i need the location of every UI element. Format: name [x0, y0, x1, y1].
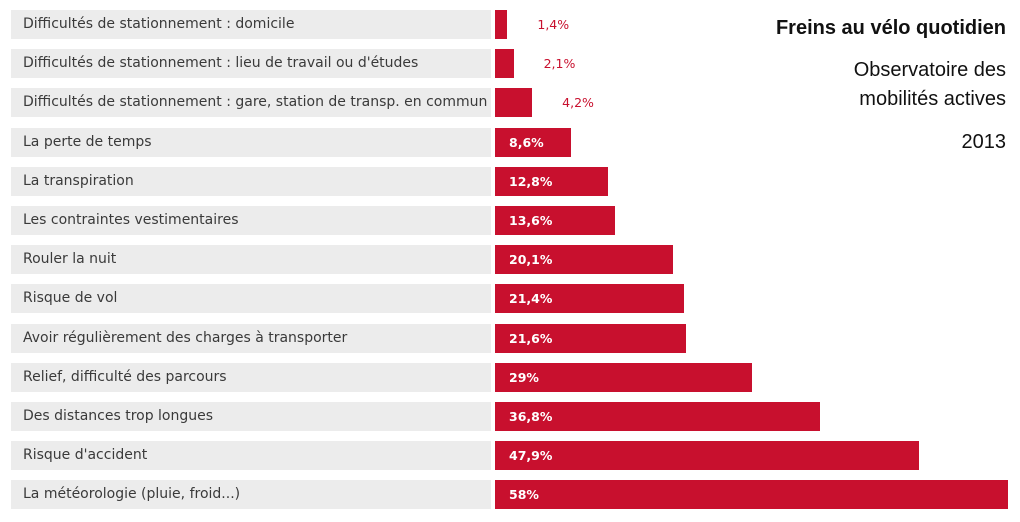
category-label: Risque d'accident: [11, 441, 491, 471]
title-block: Freins au vélo quotidien Observatoire de…: [776, 14, 1006, 156]
bar: [495, 88, 533, 118]
bar: [495, 441, 919, 471]
value-label: 13,6%: [509, 213, 553, 228]
category-label: Relief, difficulté des parcours: [11, 362, 491, 392]
bar: [495, 480, 1008, 510]
bar: [495, 166, 609, 196]
value-label: 12,8%: [509, 173, 553, 189]
value-label: 21,4%: [509, 291, 553, 307]
chart-year: 2013: [961, 131, 1007, 153]
value-label: 4,2%: [562, 95, 594, 111]
bar: [495, 127, 572, 157]
bar: [495, 206, 616, 235]
value-label: 58%: [509, 487, 539, 503]
value-label: 1,4%: [537, 17, 570, 32]
value-label: 36,8%: [509, 409, 553, 424]
chart-subtitle: Observatoire des mobilités actives: [776, 56, 1006, 114]
category-label: Difficultés de stationnement : lieu de t…: [11, 49, 491, 79]
bar: [495, 323, 687, 353]
value-label: 47,9%: [509, 448, 553, 464]
bar: [495, 362, 752, 392]
category-label: Des distances trop longues: [11, 402, 491, 431]
value-label: 20,1%: [509, 252, 553, 268]
category-label: Difficultés de stationnement : gare, sta…: [11, 88, 491, 118]
bar: [495, 402, 821, 431]
category-label: La perte de temps: [11, 127, 491, 157]
category-label: Risque de vol: [11, 284, 491, 314]
chart-subtitle-line-2: mobilités actives: [859, 88, 1006, 110]
bar: [495, 284, 685, 314]
chart-title: Freins au vélo quotidien: [775, 17, 1006, 39]
value-label: 21,6%: [509, 330, 553, 346]
bar: [495, 10, 508, 39]
bar: [495, 49, 514, 79]
category-label: Les contraintes vestimentaires: [11, 206, 491, 235]
category-label: La transpiration: [11, 166, 491, 196]
chart-subtitle-line-1: Observatoire des: [853, 59, 1006, 81]
value-label: 8,6%: [509, 134, 544, 150]
category-label: La météorologie (pluie, froid...): [11, 480, 491, 510]
bar: [495, 245, 673, 275]
category-label: Difficultés de stationnement : domicile: [11, 10, 491, 39]
category-label: Avoir régulièrement des charges à transp…: [11, 323, 491, 353]
value-label: 29%: [509, 369, 539, 385]
category-label: Rouler la nuit: [11, 245, 491, 275]
value-label: 2,1%: [543, 56, 576, 72]
